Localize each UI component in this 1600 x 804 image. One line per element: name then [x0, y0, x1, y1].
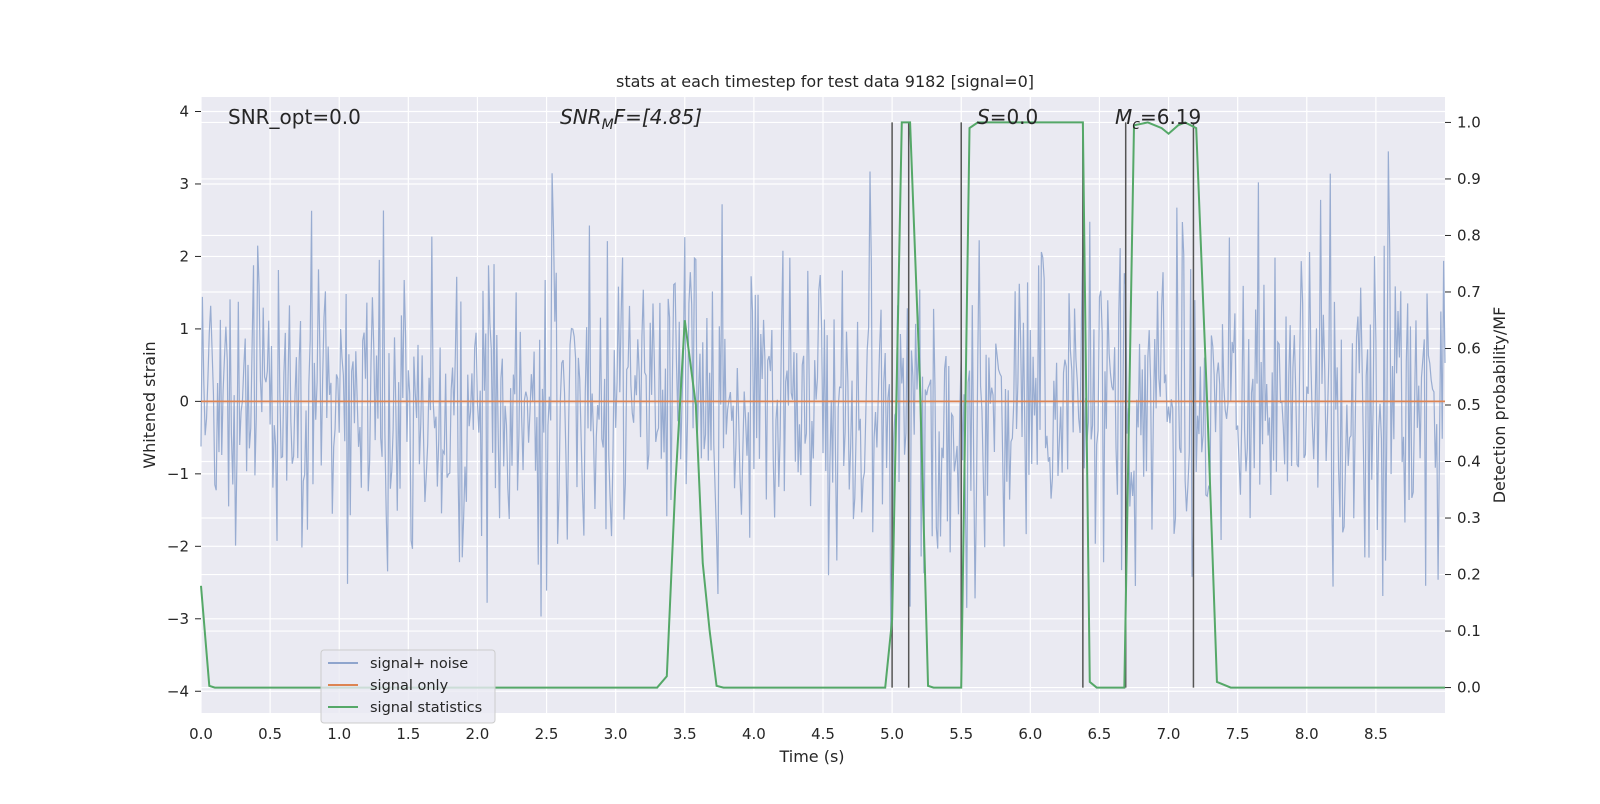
series-signal-statistics	[200, 121, 1445, 689]
series-signal-plus-noise	[200, 151, 1446, 631]
x-tick-label: 6.0	[1018, 725, 1042, 743]
x-axis-label: Time (s)	[778, 747, 844, 766]
y-right-tick-label: 0.4	[1457, 453, 1481, 471]
y-tick-label: −2	[167, 537, 189, 555]
legend-label-stats: signal statistics	[370, 700, 482, 716]
x-tick-label: 2.0	[466, 725, 490, 743]
annotation-s-rest: =0.0	[990, 105, 1039, 129]
x-tick-label: 7.0	[1157, 725, 1181, 743]
y-right-axis-ticks: 0.0 0.1 0.2 0.3 0.4 0.5 0.6 0.7 0.8 0.9 1.0	[1445, 113, 1481, 697]
y-tick-label: 2	[179, 247, 189, 265]
legend-box	[320, 649, 496, 724]
legend-label-signal: signal only	[370, 678, 449, 694]
y-tick-label: −3	[167, 610, 189, 628]
y-tick-label: 3	[179, 175, 189, 193]
y-right-tick-label: 0.2	[1457, 566, 1481, 584]
y-axis-label: Whitened strain	[140, 341, 159, 468]
y-right-tick-label: 0.9	[1457, 170, 1481, 188]
x-tick-label: 8.0	[1295, 725, 1319, 743]
y-right-tick-label: 0.0	[1457, 679, 1481, 697]
y-tick-label: 1	[179, 320, 189, 338]
y-tick-label: −4	[167, 682, 189, 700]
x-tick-label: 4.0	[742, 725, 766, 743]
x-tick-label: 5.0	[880, 725, 904, 743]
annotation-snr-mf-sub: M	[602, 117, 614, 133]
annotation-snr-mf-main: SNR	[560, 105, 602, 129]
x-tick-label: 0.5	[258, 725, 282, 743]
y-right-tick-label: 1.0	[1457, 113, 1481, 131]
x-tick-label: 4.5	[811, 725, 835, 743]
annotation-snr-mf-rest: F=[4.85]	[614, 105, 702, 129]
noise-series	[200, 151, 1446, 631]
y-right-tick-label: 0.8	[1457, 226, 1481, 244]
x-tick-label: 5.5	[949, 725, 973, 743]
annotation-mc-sub: c	[1132, 117, 1140, 133]
y-right-axis-label: Detection probability/MF	[1490, 307, 1509, 504]
y-tick-label: −1	[167, 465, 189, 483]
y-right-tick-label: 0.3	[1457, 509, 1481, 527]
y-axis-ticks: −4 −3 −2 −1 0 1 2 3 4	[167, 102, 201, 700]
x-tick-label: 0.0	[189, 725, 213, 743]
y-right-tick-label: 0.7	[1457, 283, 1481, 301]
y-right-tick-label: 0.5	[1457, 396, 1481, 414]
chart-title: stats at each timestep for test data 918…	[616, 72, 1034, 91]
annotation-mc-main: M	[1115, 105, 1132, 129]
legend: signal+ noise signal only signal statist…	[320, 649, 496, 724]
x-tick-label: 1.5	[396, 725, 420, 743]
y-tick-label: 0	[179, 392, 189, 410]
x-tick-label: 6.5	[1088, 725, 1112, 743]
annotation-mc-rest: =6.19	[1140, 105, 1201, 129]
y-tick-label: 4	[179, 102, 189, 120]
x-tick-label: 2.5	[535, 725, 559, 743]
annotation-snr-mf: SNRMF=[4.85]	[560, 105, 702, 133]
x-tick-label: 1.0	[327, 725, 351, 743]
x-tick-label: 8.5	[1364, 725, 1388, 743]
legend-label-noise: signal+ noise	[370, 656, 468, 672]
y-right-tick-label: 0.6	[1457, 339, 1481, 357]
x-tick-label: 3.5	[673, 725, 697, 743]
x-axis-ticks: 0.0 0.5 1.0 1.5 2.0 2.5 3.0 3.5 4.0 4.5 5.0 5.5 6.0 6…	[189, 725, 1388, 743]
annotation-snr-opt: SNR_opt=0.0	[228, 105, 361, 129]
y-right-tick-label: 0.1	[1457, 622, 1481, 640]
x-tick-label: 3.0	[604, 725, 628, 743]
annotation-s: S=0.0	[977, 105, 1038, 129]
annotation-s-main: S	[977, 105, 990, 129]
stats-series	[200, 121, 1445, 689]
x-tick-label: 7.5	[1226, 725, 1250, 743]
annotation-mc: Mc=6.19	[1115, 105, 1201, 133]
